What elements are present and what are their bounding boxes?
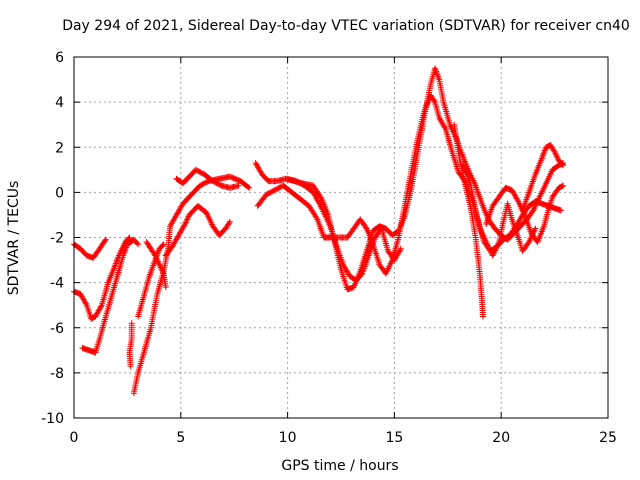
series-marks	[162, 202, 233, 259]
y-tick-label: 6	[55, 50, 64, 66]
x-tick-label: 0	[70, 430, 79, 446]
series-marks	[459, 162, 539, 259]
series-track-h	[162, 202, 233, 259]
series-marks	[173, 166, 242, 191]
y-tick-label: -6	[50, 321, 64, 337]
y-tick-label: -10	[41, 411, 64, 427]
series-marks	[519, 142, 567, 214]
x-tick-label: 25	[599, 430, 617, 446]
series-marks	[451, 121, 486, 320]
x-tick-label: 5	[176, 430, 185, 446]
series-track-m	[451, 121, 486, 320]
series-track-d	[126, 320, 135, 370]
series-track-g	[143, 239, 169, 291]
x-tick-label: 20	[492, 430, 510, 446]
chart-title: Day 294 of 2021, Sidereal Day-to-day VTE…	[62, 18, 630, 34]
y-tick-label: 0	[55, 185, 64, 201]
plot-frame	[73, 56, 609, 419]
y-tick-label: -2	[50, 231, 64, 247]
y-tick-label: 2	[55, 140, 64, 156]
y-axis-label: SDTVAR / TECUs	[6, 181, 22, 296]
series-marks	[143, 239, 169, 291]
x-tick-label: 10	[279, 430, 297, 446]
series-track-i	[173, 166, 242, 191]
series-layer	[71, 65, 567, 397]
series-track-n	[459, 162, 539, 259]
x-tick-label: 15	[385, 430, 403, 446]
series-track-p	[519, 142, 567, 214]
series-marks	[79, 236, 142, 356]
series-marks	[126, 320, 135, 370]
series-track-l	[284, 175, 404, 284]
y-tick-label: 4	[55, 95, 64, 111]
x-axis-label: GPS time / hours	[281, 458, 398, 474]
y-tick-label: -8	[50, 366, 64, 382]
series-marks	[284, 175, 404, 284]
y-tick-label: -4	[50, 276, 64, 292]
series-track-c	[79, 236, 142, 356]
tick-layer: 0 5 10 15 20 25 -10 -8 -6 -4 -2 0 2 4 6	[41, 50, 617, 446]
